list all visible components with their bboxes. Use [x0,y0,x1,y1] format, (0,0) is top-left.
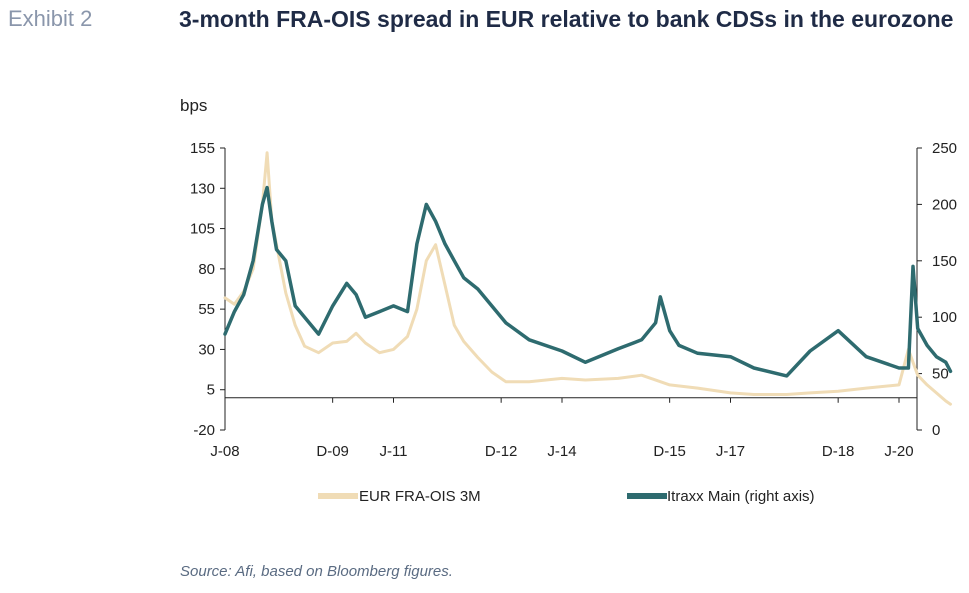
left-axis-tick-label: 80 [198,261,215,278]
left-axis-tick-label: 155 [190,140,215,157]
chart-title: 3-month FRA-OIS spread in EUR relative t… [179,6,954,32]
x-axis-tick-label: D-15 [653,443,686,460]
right-axis-tick-label: 250 [932,140,957,157]
source-note: Source: Afi, based on Bloomberg figures. [180,563,453,580]
legend: EUR FRA-OIS 3M Itraxx Main (right axis) [318,488,815,505]
right-axis-tick-label: 50 [932,366,949,383]
left-axis-unit-label: bps [180,96,208,115]
x-axis-tick-label: J-17 [716,443,745,460]
x-axis-tick-label: D-12 [485,443,518,460]
right-axis-tick-label: 150 [932,253,957,270]
left-axis-tick-label: 105 [190,221,215,238]
x-axis-tick-label: D-09 [316,443,349,460]
x-axis-tick-label: J-11 [379,443,407,460]
x-axis-tick-label: D-18 [822,443,855,460]
series-line-itraxx [223,185,953,378]
exhibit-label: Exhibit 2 [8,6,93,31]
left-axis-tick-label: -20 [193,422,215,439]
axes: 155 130 105 80 55 30 5 -20 250 200 150 100 50 0 J-08 D-… [190,140,957,460]
legend-label-fra: EUR FRA-OIS 3M [359,488,481,505]
legend-label-itraxx: Itraxx Main (right axis) [667,488,815,505]
x-axis-tick-label: J-08 [210,443,239,460]
x-axis-tick-label: J-20 [884,443,913,460]
left-axis-tick-label: 55 [198,301,215,318]
left-axis-tick-label: 5 [207,382,215,399]
x-axis-tick-label: J-14 [547,443,576,460]
series-line-fra-ois [223,151,952,406]
series-layer [223,151,953,406]
left-axis-tick-label: 130 [190,180,215,197]
left-axis-tick-label: 30 [198,341,215,358]
right-axis-tick-label: 0 [932,422,940,439]
right-axis-tick-label: 100 [932,309,957,326]
right-axis-tick-label: 200 [932,196,957,213]
